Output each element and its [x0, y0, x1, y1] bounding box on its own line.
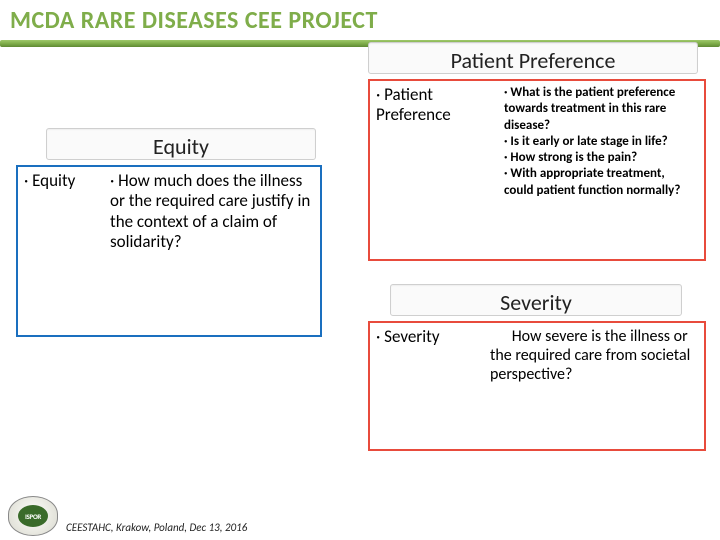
- logo-ispor: ISPOR: [8, 496, 58, 536]
- pp-detail-3: · With appropriate treatment, could pati…: [504, 166, 684, 199]
- label-equity: · Equity: [24, 171, 102, 331]
- pp-detail-2: · How strong is the pain?: [504, 150, 684, 166]
- body-equity: · How much does the illness or the requi…: [110, 171, 314, 331]
- box-patient-preference: · Patient Preference · What is the patie…: [368, 79, 706, 261]
- box-equity: · Equity · How much does the illness or …: [16, 165, 322, 337]
- label-patient-preference: · Patient Preference: [376, 85, 496, 255]
- label-severity: · Severity: [376, 327, 478, 445]
- logo-text: ISPOR: [18, 505, 48, 527]
- slide-title: MCDA RARE DISEASES CEE PROJECT: [10, 6, 378, 35]
- pp-detail-1: · Is it early or late stage in life?: [504, 134, 684, 150]
- header-patient-preference: Patient Preference: [368, 42, 698, 74]
- header-severity: Severity: [390, 284, 682, 316]
- pp-detail-0: · What is the patient preference towards…: [504, 85, 684, 134]
- box-severity: · Severity How severe is the illness or …: [368, 321, 706, 451]
- header-equity: Equity: [46, 128, 316, 160]
- footer-text: CEESTAHC, Krakow, Poland, Dec 13, 2016: [66, 521, 247, 534]
- details-patient-preference: · What is the patient preference towards…: [504, 85, 684, 255]
- body-severity: How severe is the illness or the require…: [486, 327, 698, 445]
